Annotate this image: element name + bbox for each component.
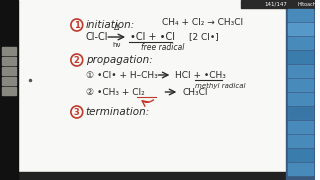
Text: methyl radical: methyl radical [195,83,245,89]
Text: CH₄ + Cl₂ → CH₃Cl: CH₄ + Cl₂ → CH₃Cl [163,17,244,26]
Bar [287,65,313,77]
Text: •Cl + •Cl: •Cl + •Cl [130,32,175,42]
Bar [241,0,315,8]
Bar [2,47,16,55]
Text: termination:: termination: [86,107,150,117]
Bar [18,0,285,180]
Text: 1: 1 [74,21,80,30]
Bar [2,77,16,85]
Text: Cl-Cl: Cl-Cl [86,32,108,42]
Text: 141/147: 141/147 [264,1,287,6]
Text: [2 Cl•]: [2 Cl•] [189,33,219,42]
Bar [2,67,16,75]
Bar [287,79,313,91]
Bar [287,23,313,35]
Bar [285,0,315,180]
Text: ② •CH₃ + Cl₂: ② •CH₃ + Cl₂ [86,87,144,96]
Text: HCl + •CH₃: HCl + •CH₃ [175,71,226,80]
Bar [287,163,313,175]
Text: free radical: free radical [141,42,184,51]
Bar [287,149,313,161]
Bar [287,51,313,63]
Bar [2,87,16,95]
Bar [287,9,313,21]
Text: propagation:: propagation: [86,55,152,65]
Text: hν: hν [112,42,120,48]
Text: CH₃Cl: CH₃Cl [182,87,208,96]
Bar [18,172,285,180]
Text: 3: 3 [74,107,80,116]
Bar [287,135,313,147]
Text: Δ: Δ [114,23,119,32]
Text: Hitoach: Hitoach [297,1,316,6]
Bar [287,107,313,119]
Bar [287,93,313,105]
Bar [287,121,313,133]
Bar [0,0,18,180]
Text: initiation:: initiation: [86,20,135,30]
Bar [2,57,16,65]
Bar [287,37,313,49]
Text: ① •Cl• + H–CH₃: ① •Cl• + H–CH₃ [86,71,157,80]
Text: 2: 2 [74,55,80,64]
